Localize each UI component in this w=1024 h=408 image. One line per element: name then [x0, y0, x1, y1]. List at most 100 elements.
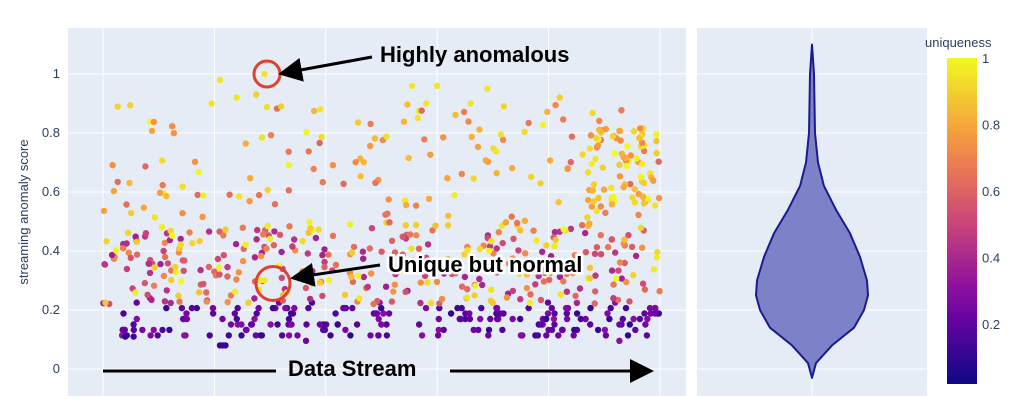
data-point — [433, 278, 441, 286]
data-point — [133, 299, 140, 306]
data-point — [166, 326, 173, 334]
data-point — [610, 193, 617, 200]
data-point — [251, 254, 259, 261]
data-point — [341, 291, 349, 299]
data-point — [586, 275, 594, 282]
data-point — [321, 263, 328, 271]
data-point — [570, 332, 577, 339]
data-point — [641, 310, 648, 317]
data-point — [123, 201, 130, 208]
data-point — [191, 158, 199, 165]
data-point — [408, 245, 415, 252]
data-point — [523, 271, 531, 278]
data-point — [567, 158, 574, 166]
data-point — [610, 295, 617, 302]
data-point — [139, 326, 146, 334]
data-point — [488, 238, 495, 245]
data-point — [253, 236, 260, 243]
data-point — [486, 247, 493, 255]
data-point — [458, 304, 465, 312]
y-tick-label: 0.4 — [42, 243, 60, 258]
data-point — [602, 332, 610, 339]
data-point — [168, 232, 176, 239]
data-point — [214, 255, 222, 263]
violin-plot — [755, 43, 869, 379]
data-point — [485, 332, 492, 339]
data-point — [278, 332, 286, 339]
y-tick-label: 0.8 — [42, 125, 60, 140]
data-point — [267, 132, 275, 139]
data-point — [557, 291, 564, 298]
colorbar-tick-label: 0.8 — [982, 118, 1000, 133]
data-point — [618, 275, 625, 282]
data-point — [586, 220, 593, 227]
data-point — [544, 310, 552, 317]
data-point — [264, 186, 271, 194]
data-point — [586, 145, 594, 152]
data-point — [617, 137, 624, 144]
data-point — [133, 315, 140, 323]
annotations: Highly anomalous Unique but normal Data St… — [103, 42, 654, 383]
data-point — [114, 103, 121, 110]
data-point — [412, 221, 420, 229]
data-point — [200, 192, 207, 199]
data-point — [595, 194, 602, 202]
data-point — [582, 249, 590, 256]
data-point — [408, 82, 416, 90]
data-point — [427, 151, 434, 158]
data-point — [407, 231, 414, 238]
data-point — [476, 245, 484, 253]
data-point — [329, 232, 337, 239]
data-point — [128, 209, 135, 217]
data-point — [572, 292, 579, 300]
data-point — [353, 321, 361, 328]
data-point — [610, 281, 617, 288]
data-point — [635, 211, 642, 219]
data-point — [391, 281, 398, 288]
data-point — [266, 235, 274, 243]
data-point — [618, 107, 625, 114]
data-point — [517, 332, 525, 339]
data-point — [623, 278, 630, 286]
data-point — [509, 255, 516, 262]
data-point — [651, 202, 659, 209]
data-point — [291, 304, 298, 312]
unique-but-normal-circle — [254, 264, 292, 302]
data-point — [493, 304, 501, 312]
data-point — [383, 332, 391, 339]
data-point — [653, 137, 660, 145]
data-point — [142, 163, 149, 170]
data-point — [493, 315, 501, 323]
data-point — [380, 310, 387, 317]
data-point — [532, 281, 539, 288]
data-point — [517, 227, 524, 234]
data-point — [122, 333, 129, 340]
data-point — [560, 226, 567, 233]
data-point — [627, 180, 634, 188]
data-point — [156, 189, 164, 196]
data-point — [630, 315, 637, 323]
data-point — [576, 285, 584, 292]
data-point — [123, 265, 131, 273]
data-point — [303, 321, 310, 328]
data-point — [372, 179, 379, 186]
data-point — [556, 94, 563, 101]
data-point — [596, 117, 603, 125]
data-point — [545, 269, 552, 276]
data-point — [551, 228, 559, 236]
data-point — [177, 241, 184, 248]
data-point — [114, 178, 121, 186]
data-point — [517, 315, 524, 323]
scatter-points — [100, 70, 663, 349]
data-point — [555, 198, 562, 206]
data-point — [197, 266, 204, 274]
data-point — [209, 310, 217, 317]
data-point — [306, 295, 314, 303]
data-point — [402, 288, 409, 295]
data-point — [616, 259, 624, 266]
data-point — [216, 271, 223, 278]
data-point — [305, 148, 312, 155]
data-point — [251, 315, 258, 323]
data-point — [258, 134, 266, 141]
data-point — [382, 283, 390, 290]
